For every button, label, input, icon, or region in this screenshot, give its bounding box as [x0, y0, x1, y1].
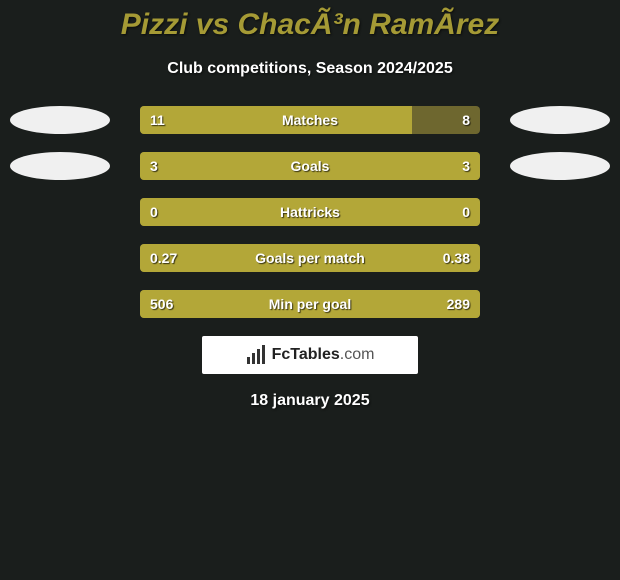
- stat-bar: 0.270.38Goals per match: [140, 244, 480, 272]
- bar-chart-icon: [246, 345, 268, 365]
- player-right-avatar: [510, 106, 610, 134]
- stat-bar: 33Goals: [140, 152, 480, 180]
- stat-row: 00Hattricks: [0, 198, 620, 226]
- stat-bar: 506289Min per goal: [140, 290, 480, 318]
- date-text: 18 january 2025: [0, 392, 620, 410]
- stat-label: Goals: [140, 152, 480, 180]
- stat-label: Hattricks: [140, 198, 480, 226]
- player-left-avatar: [10, 106, 110, 134]
- stat-row: 33Goals: [0, 152, 620, 180]
- logo-brand: FcTables: [272, 346, 340, 363]
- fctables-logo: FcTables.com: [202, 336, 418, 374]
- player-right-avatar: [510, 152, 610, 180]
- stat-label: Goals per match: [140, 244, 480, 272]
- page-title: Pizzi vs ChacÃ³n RamÃ­rez: [0, 0, 620, 42]
- subtitle: Club competitions, Season 2024/2025: [0, 60, 620, 78]
- logo-text: FcTables.com: [272, 346, 375, 364]
- stat-bar: 00Hattricks: [140, 198, 480, 226]
- player-left-avatar: [10, 152, 110, 180]
- stat-row: 506289Min per goal: [0, 290, 620, 318]
- stat-label: Min per goal: [140, 290, 480, 318]
- logo-suffix: .com: [340, 346, 375, 363]
- stat-label: Matches: [140, 106, 480, 134]
- stat-row: 118Matches: [0, 106, 620, 134]
- stat-bar: 118Matches: [140, 106, 480, 134]
- stat-rows: 118Matches 33Goals 00Hattricks 0.270.38Goal…: [0, 106, 620, 318]
- stat-row: 0.270.38Goals per match: [0, 244, 620, 272]
